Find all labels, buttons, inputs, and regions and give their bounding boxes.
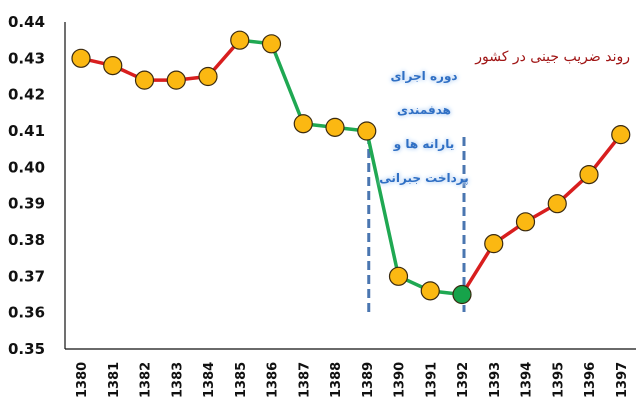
annotation-line-1: دوره اجرای [390,69,458,83]
data-point-marker [484,234,504,254]
annotation-line-3: یارانه ها و [393,137,455,151]
data-point-marker [103,55,123,76]
x-tick-label: 1387 [297,362,312,398]
y-tick-label: 0.35 [8,340,45,358]
period-divider-lines [367,135,466,315]
data-point-marker [230,30,250,50]
data-point-marker [420,281,440,301]
data-point-marker [547,194,567,214]
x-tick-label: 1390 [393,362,408,398]
y-tick-label: 0.42 [8,86,45,104]
x-tick-label: 1396 [583,362,598,398]
x-tick-label: 1388 [329,362,344,398]
x-tick-label: 1393 [488,362,503,398]
data-markers [71,30,631,305]
x-tick-label: 1392 [456,362,471,398]
x-tick-label: 1384 [202,362,217,398]
y-tick-label: 0.36 [8,304,45,322]
y-tick-label: 0.40 [8,158,45,176]
data-point-marker [71,48,91,68]
subsidy-period-annotation: دوره اجرای هدفمندی یارانه ها و پرداخت جب… [370,62,478,198]
annotation-line-2: هدفمندی [397,103,451,117]
data-point-marker [515,212,536,232]
x-tick-label: 1380 [75,362,90,398]
data-point-marker [388,266,409,286]
line-segment [460,133,623,296]
x-tick-label: 1395 [551,362,566,398]
x-tick-label: 1385 [234,362,249,398]
data-point-marker [325,117,345,137]
y-tick-label: 0.43 [8,49,45,67]
data-point-marker [293,114,313,134]
x-tick-label: 1386 [266,362,281,398]
y-tick-label: 0.38 [8,231,45,249]
x-tick-label: 1381 [107,362,122,398]
y-axis-ticks: 0.35 0.36 0.37 0.38 0.39 0.40 0.41 0.42 0.43 0.44 [8,13,45,358]
x-tick-label: 1394 [520,362,535,398]
y-tick-label: 0.37 [8,267,45,285]
annotation-line-4: پرداخت جبرانی [379,171,469,185]
data-point-marker [452,284,472,305]
x-tick-label: 1397 [615,362,630,398]
data-point-marker [261,34,282,54]
data-point-marker [611,125,631,145]
x-axis-ticks: 1380 1381 1382 1383 1384 1385 1386 1387 1388 1389… [75,362,630,398]
series-line [80,38,623,297]
data-point-marker [579,165,599,185]
x-tick-label: 1382 [139,362,154,398]
data-point-marker [134,70,155,90]
data-point-marker [357,121,377,141]
data-point-marker [166,70,186,90]
data-point-marker [198,66,218,87]
x-tick-label: 1383 [170,362,185,398]
y-tick-label: 0.41 [8,122,45,140]
x-tick-label: 1389 [361,362,376,398]
y-tick-label: 0.44 [8,13,45,31]
chart-title: روند ضریب جینی در کشور [475,49,630,65]
x-tick-label: 1391 [424,362,439,398]
y-tick-label: 0.39 [8,195,45,213]
